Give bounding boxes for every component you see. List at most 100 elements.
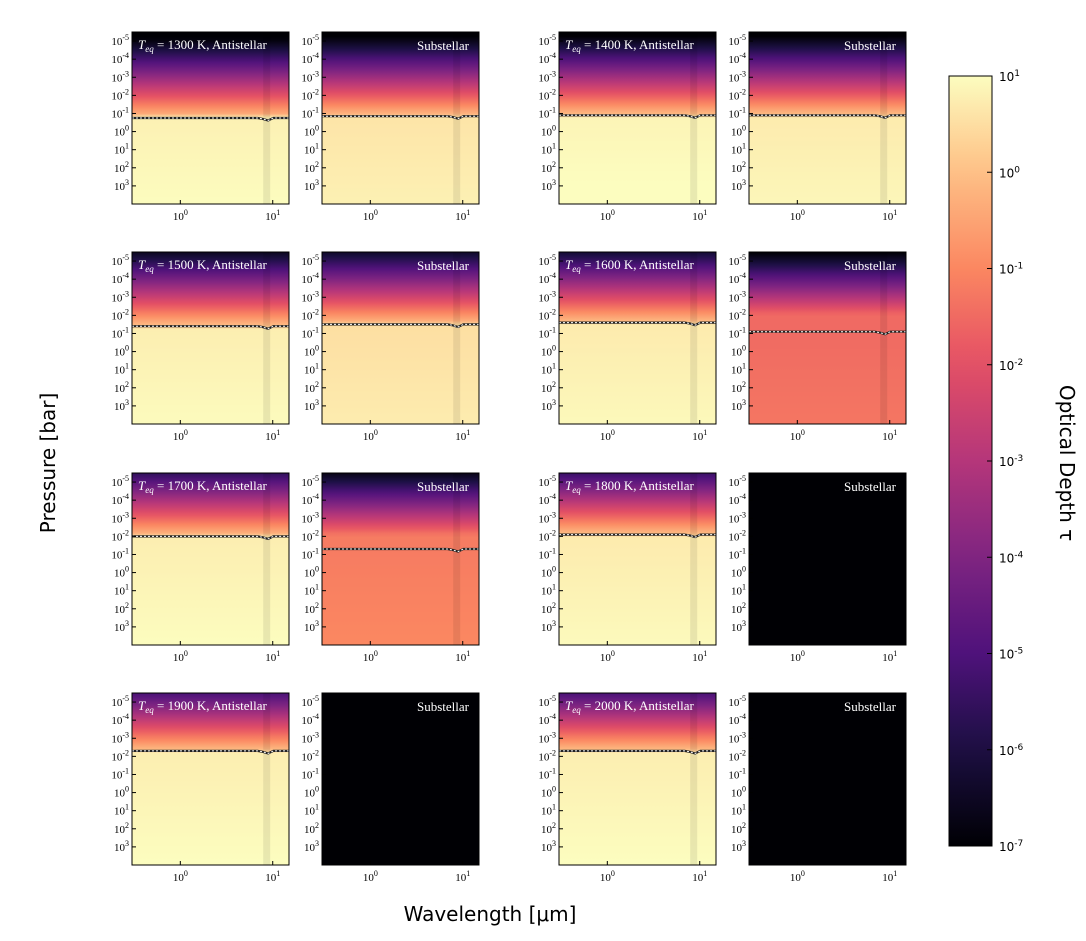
colorbar-title: Optical Depth τ (1055, 385, 1079, 541)
y-tick-label: 10-5 (111, 253, 129, 268)
substellar-label: Substellar (844, 38, 897, 53)
y-tick-label: 103 (541, 619, 556, 634)
substellar-label: Substellar (844, 479, 897, 494)
y-tick-label: 10-2 (728, 528, 746, 543)
panel-1400-substellar: 10-5 10-4 10-3 10-2 10-1 100 101 102 103 100 101 Su… (728, 31, 907, 223)
y-tick-label: 10-4 (301, 51, 319, 66)
tau-unity-contour (748, 114, 906, 119)
y-tick-label: 100 (304, 344, 319, 359)
heatmap-field (749, 32, 906, 204)
absorption-band (880, 252, 888, 424)
y-tick-label: 10-5 (301, 33, 319, 48)
y-tick-label: 103 (731, 178, 746, 193)
y-tick-label: 10-5 (301, 694, 319, 709)
colorbar-tick-label: 10-4 (999, 550, 1024, 565)
y-tick-label: 103 (541, 178, 556, 193)
y-tick-label: 100 (304, 785, 319, 800)
colorbar: 101 100 10-1 10-2 10-3 10-4 10-5 10-6 10-7 (948, 69, 1024, 854)
substellar-label: Substellar (417, 479, 470, 494)
heatmap-field (749, 252, 906, 424)
tau-unity-contour (321, 547, 479, 553)
colorbar-tick-label: 10-1 (999, 262, 1023, 277)
y-tick-label: 10-2 (538, 748, 556, 763)
y-tick-label: 100 (114, 344, 129, 359)
y-tick-label: 100 (541, 785, 556, 800)
heatmap-field (322, 252, 479, 424)
y-tick-label: 10-1 (728, 546, 746, 561)
y-tick-label: 10-2 (728, 307, 746, 322)
y-tick-label: 102 (304, 601, 319, 616)
panel-1300-substellar: 10-5 10-4 10-3 10-2 10-1 100 101 102 103 100 101 Su… (301, 31, 480, 223)
y-tick-label: 10-2 (538, 528, 556, 543)
y-tick-label: 10-1 (111, 325, 129, 340)
y-tick-label: 10-1 (301, 546, 319, 561)
y-tick-label: 103 (304, 619, 319, 634)
y-tick-label: 10-1 (538, 766, 556, 781)
y-tick-label: 102 (114, 380, 129, 395)
teq-label: Teq = 1500 K, Antistellar (138, 257, 268, 274)
y-tick-label: 10-2 (728, 748, 746, 763)
y-tick-label: 10-3 (538, 730, 556, 745)
y-tick-label: 10-3 (538, 289, 556, 304)
y-tick-label: 10-4 (728, 51, 746, 66)
colorbar-tick-label: 101 (999, 69, 1020, 84)
y-tick-label: 10-5 (111, 694, 129, 709)
y-tick-label: 10-1 (301, 766, 319, 781)
y-tick-label: 10-1 (538, 105, 556, 120)
x-tick-label: 100 (173, 208, 188, 223)
x-tick-label: 101 (692, 208, 707, 223)
heatmap-field (132, 473, 289, 645)
y-tick-label: 10-4 (301, 492, 319, 507)
y-tick-label: 100 (731, 785, 746, 800)
y-tick-label: 102 (541, 160, 556, 175)
absorption-band (690, 693, 698, 865)
y-tick-label: 10-4 (728, 492, 746, 507)
substellar-label: Substellar (417, 38, 470, 53)
tau-unity-contour (321, 115, 479, 120)
y-tick-label: 10-5 (728, 33, 746, 48)
panel-1600-antistellar: 10-5 10-4 10-3 10-2 10-1 100 101 102 103 100 101 Te… (538, 251, 717, 443)
y-tick-label: 10-1 (538, 325, 556, 340)
panel-1400-antistellar: 10-5 10-4 10-3 10-2 10-1 100 101 102 103 100 101 Te… (538, 31, 717, 223)
y-tick-label: 102 (731, 160, 746, 175)
y-tick-label: 101 (114, 362, 129, 377)
y-tick-label: 102 (304, 821, 319, 836)
y-tick-label: 10-4 (538, 271, 556, 286)
panel-1600-substellar: 10-5 10-4 10-3 10-2 10-1 100 101 102 103 100 101 Su… (728, 251, 907, 443)
y-tick-label: 103 (731, 839, 746, 854)
teq-label: Teq = 2000 K, Antistellar (565, 698, 695, 715)
y-tick-label: 103 (304, 398, 319, 413)
y-tick-label: 102 (304, 380, 319, 395)
colorbar-tick-label: 10-6 (999, 743, 1024, 758)
substellar-label: Substellar (844, 258, 897, 273)
y-tick-label: 10-2 (111, 748, 129, 763)
panel-frame (558, 31, 717, 205)
panel-frame (748, 31, 907, 205)
y-tick-label: 10-5 (538, 33, 556, 48)
panel-frame (321, 31, 480, 205)
y-tick-label: 10-1 (111, 105, 129, 120)
tau-unity-contour (558, 749, 716, 755)
x-tick-label: 100 (790, 649, 805, 664)
panel-1700-substellar: 10-5 10-4 10-3 10-2 10-1 100 101 102 103 100 101 Su… (301, 472, 480, 664)
y-tick-label: 10-4 (111, 712, 129, 727)
panel-frame (321, 472, 480, 646)
y-tick-label: 100 (304, 565, 319, 580)
y-tick-label: 102 (114, 821, 129, 836)
x-tick-label: 100 (790, 869, 805, 884)
substellar-label: Substellar (417, 699, 470, 714)
y-tick-label: 10-4 (538, 51, 556, 66)
tau-unity-contour (558, 533, 716, 539)
heatmap-field (322, 693, 479, 865)
y-tick-label: 10-4 (728, 271, 746, 286)
panel-1900-antistellar: 10-5 10-4 10-3 10-2 10-1 100 101 102 103 100 101 Te… (111, 692, 290, 884)
y-tick-label: 102 (304, 160, 319, 175)
panel-1500-antistellar: 10-5 10-4 10-3 10-2 10-1 100 101 102 103 100 101 Te… (111, 251, 290, 443)
y-tick-label: 100 (541, 344, 556, 359)
y-tick-label: 10-1 (301, 325, 319, 340)
tau-unity-contour (558, 321, 716, 327)
panel-frame (131, 472, 290, 646)
x-tick-label: 101 (455, 869, 470, 884)
x-tick-label: 101 (692, 869, 707, 884)
y-tick-label: 101 (114, 583, 129, 598)
